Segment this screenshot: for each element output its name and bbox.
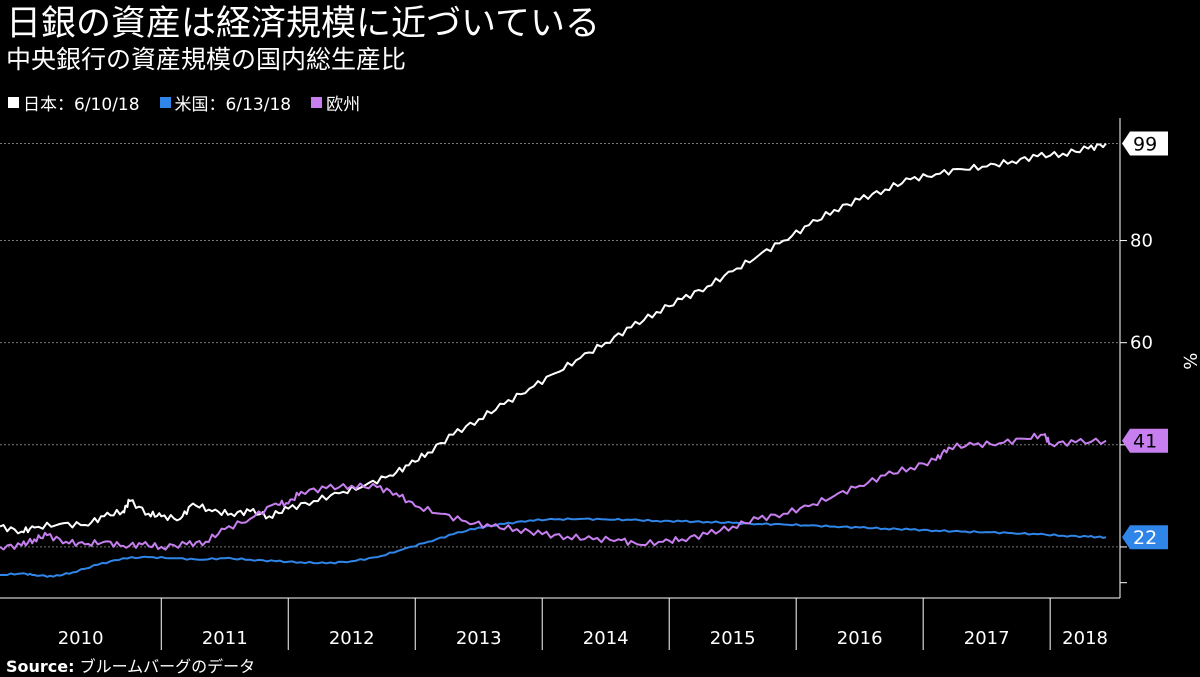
source-label: Source: [6,657,75,676]
source-note: Source: ブルームバーグのデータ [6,653,255,677]
series-line-1 [0,517,1107,578]
y-tick-label: 80 [1130,231,1153,252]
chart-title: 日銀の資産は経済規模に近づいている [6,4,600,44]
legend-label-europe: 欧州 [326,95,361,115]
series-line-2 [0,432,1107,551]
x-tick-label: 2015 [710,628,756,649]
end-value-tag [1122,428,1168,453]
legend-item-japan: 日本：6/10/18 [8,90,140,115]
x-tick-label: 2018 [1062,628,1108,649]
y-axis-label: % [1179,353,1200,370]
legend-swatch-europe [311,97,323,108]
end-value-label: 99 [1133,134,1157,156]
x-tick-label: 2011 [202,628,248,649]
legend: 日本：6/10/18 米国：6/13/18 欧州 [8,90,360,115]
legend-label-us: 米国：6/13/18 [174,95,292,115]
x-tick-label: 2017 [964,628,1010,649]
source-text: ブルームバーグのデータ [79,657,256,676]
x-tick-label: 2014 [583,628,629,649]
legend-swatch-japan [8,97,19,108]
x-tick-label: 2012 [329,628,375,649]
y-tick-label: 60 [1130,333,1153,354]
chart-subtitle: 中央銀行の資産規模の国内総生産比 [6,45,407,74]
x-tick-label: 2010 [58,628,104,649]
end-value-tag [1122,525,1168,550]
legend-item-us: 米国：6/13/18 [159,90,292,115]
x-tick-label: 2016 [837,628,883,649]
legend-item-europe: 欧州 [311,90,360,115]
legend-label-japan: 日本：6/10/18 [23,95,140,115]
end-value-label: 22 [1133,527,1157,549]
end-value-label: 41 [1133,431,1157,453]
x-tick-label: 2013 [456,628,502,649]
end-value-tag [1122,131,1168,156]
legend-swatch-us [159,97,171,108]
series-line-0 [0,142,1107,535]
